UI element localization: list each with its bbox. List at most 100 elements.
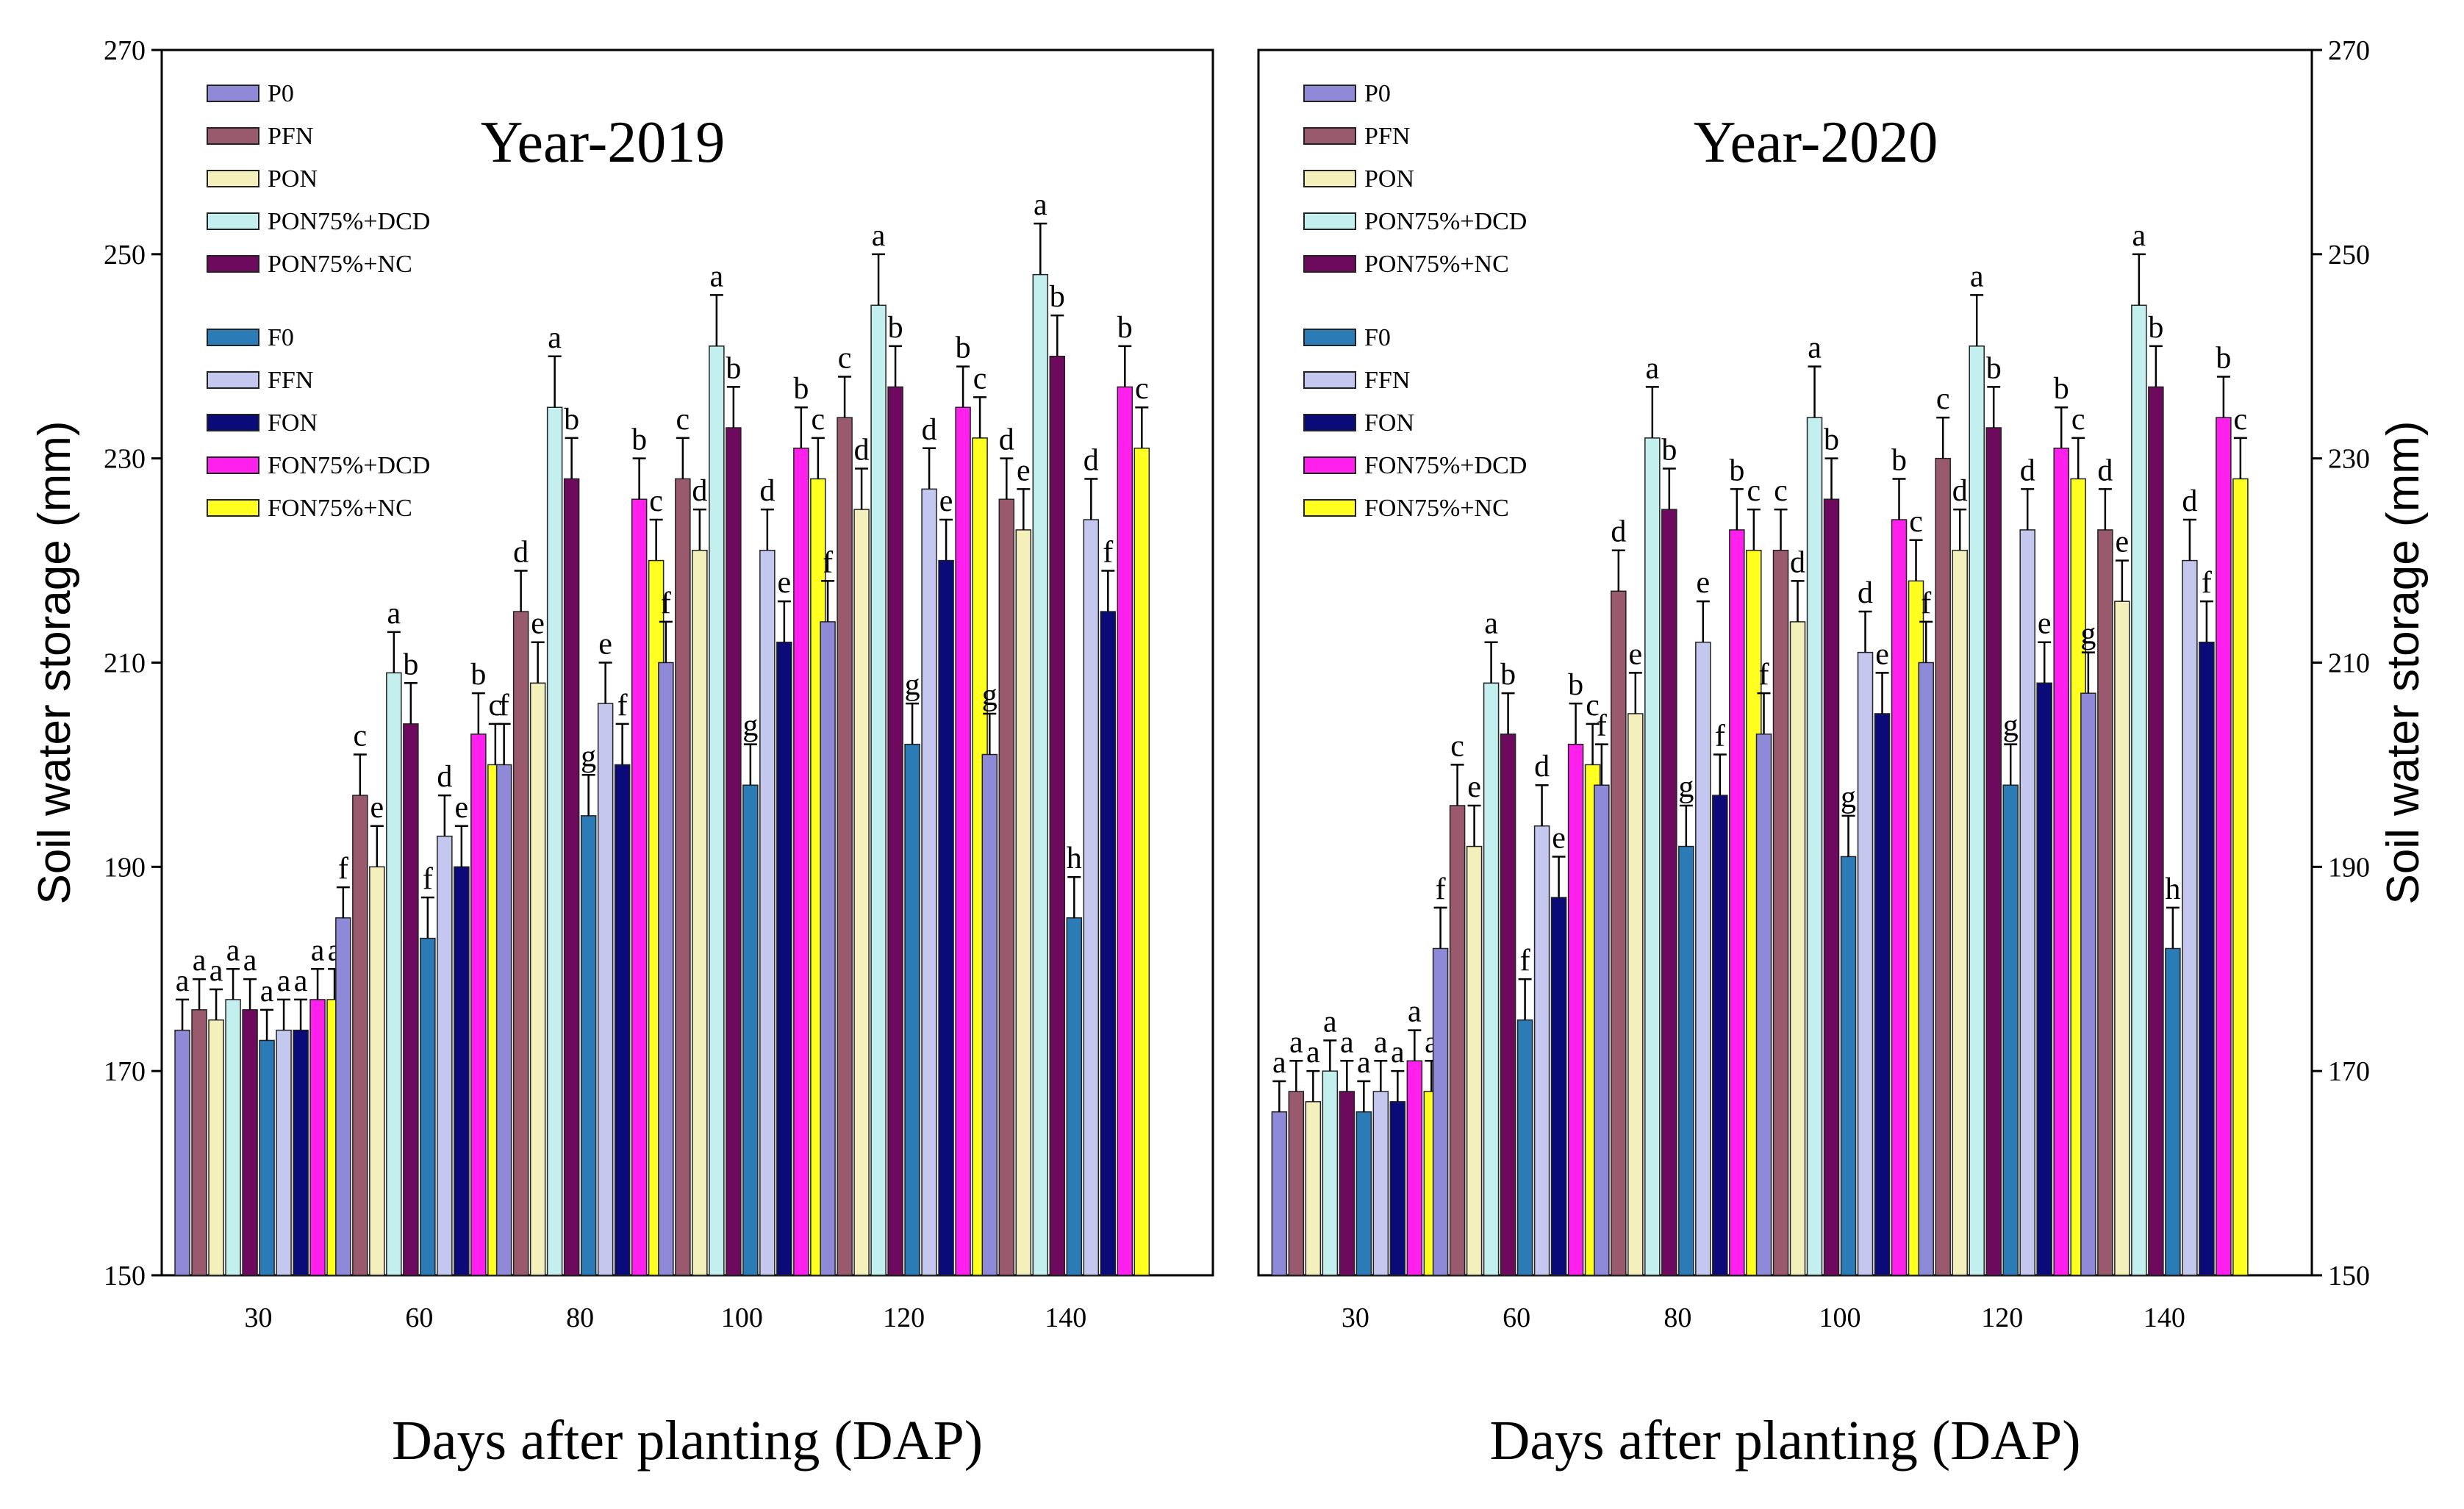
bar-p0-80 xyxy=(1594,784,1610,1276)
bar-pfn-30 xyxy=(1288,1091,1305,1276)
bar-pon-100 xyxy=(1789,621,1806,1276)
significance-letter: f xyxy=(661,587,671,620)
significance-letter: e xyxy=(778,566,792,600)
significance-letter: h xyxy=(1067,842,1082,875)
legend-entry: P0 xyxy=(268,80,294,107)
bar-f0-100 xyxy=(742,784,759,1276)
y-tick-label: 190 xyxy=(104,852,146,883)
y-tick-label: 270 xyxy=(104,35,146,66)
bar-pon75-nc-120 xyxy=(1985,427,2002,1276)
legend-swatch xyxy=(1303,456,1356,474)
bar-pon75-dcd-120 xyxy=(1969,345,1985,1276)
significance-letter: a xyxy=(193,944,207,978)
bar-ffn-30 xyxy=(1372,1091,1389,1276)
significance-letter: f xyxy=(1921,587,1931,620)
legend-entry: PON xyxy=(1364,165,1414,193)
bar-fon-30 xyxy=(1389,1101,1406,1276)
significance-letter: d xyxy=(922,413,937,447)
bar-pfn-100 xyxy=(1772,549,1789,1276)
bar-pon75-dcd-100 xyxy=(1806,417,1823,1276)
bar-f0-120 xyxy=(2002,784,2019,1276)
significance-letter: a xyxy=(1289,1025,1303,1059)
significance-letter: d xyxy=(999,423,1014,457)
bar-pon-100 xyxy=(692,549,708,1276)
x-axis-label: Days after planting (DAP) xyxy=(392,1410,983,1472)
significance-letter: a xyxy=(1970,259,1984,293)
significance-letter: g xyxy=(1678,770,1694,804)
significance-letter: d xyxy=(759,474,775,508)
bar-pon75-dcd-140 xyxy=(2131,304,2147,1276)
y-tick-label: 170 xyxy=(104,1056,146,1087)
bar-f0-30 xyxy=(259,1039,275,1276)
y-tick-label: 210 xyxy=(2328,648,2370,679)
x-tick-label: 100 xyxy=(721,1302,763,1333)
legend-swatch xyxy=(207,329,259,346)
bar-f0-140 xyxy=(2165,947,2181,1276)
significance-letter: b xyxy=(2148,311,2163,345)
significance-letter: d xyxy=(513,535,529,569)
bar-ffn-30 xyxy=(276,1029,292,1276)
legend-swatch xyxy=(207,499,259,517)
significance-letter: b xyxy=(1891,443,1907,477)
bar-fon-30 xyxy=(293,1029,309,1276)
bar-pon75-nc-30 xyxy=(242,1009,258,1276)
significance-letter: a xyxy=(260,975,274,1008)
significance-letter: f xyxy=(499,689,509,723)
significance-letter: b xyxy=(1986,351,2002,385)
legend-entry: FON75%+DCD xyxy=(268,452,430,479)
legend-swatch xyxy=(1303,85,1356,102)
significance-letter: g xyxy=(982,678,998,712)
bar-pfn-120 xyxy=(1935,457,1951,1276)
bar-pon-60 xyxy=(369,866,385,1276)
significance-letter: f xyxy=(617,689,628,723)
bar-fon-120 xyxy=(938,559,954,1276)
legend-entry: PON75%+NC xyxy=(1364,251,1509,278)
significance-letter: b xyxy=(1729,454,1744,487)
significance-letter: f xyxy=(1520,944,1530,978)
bar-f0-80 xyxy=(1678,845,1694,1276)
bar-pon75-nc-30 xyxy=(1339,1091,1355,1276)
bar-fon75-dcd-100 xyxy=(1891,519,1908,1276)
x-tick-label: 120 xyxy=(1981,1302,2023,1333)
significance-letter: c xyxy=(838,342,852,376)
significance-letter: d xyxy=(1084,443,1099,477)
legend-entry: FON75%+NC xyxy=(268,495,412,522)
bar-ffn-100 xyxy=(1857,651,1874,1276)
bar-pon75-nc-100 xyxy=(1823,498,1840,1276)
legend-entry: PFN xyxy=(1364,123,1410,150)
legend-swatch xyxy=(1303,414,1356,431)
significance-letter: a xyxy=(176,964,190,998)
significance-letter: d xyxy=(437,760,452,794)
significance-letter: e xyxy=(455,791,469,825)
bar-p0-140 xyxy=(981,753,998,1276)
significance-letter: g xyxy=(742,709,758,743)
x-tick-label: 120 xyxy=(883,1302,925,1333)
significance-letter: e xyxy=(1552,821,1566,855)
legend-swatch xyxy=(207,85,259,102)
y-tick-label: 170 xyxy=(2328,1056,2370,1087)
bar-pfn-140 xyxy=(998,498,1015,1276)
x-tick-label: 140 xyxy=(2144,1302,2185,1333)
bar-p0-30 xyxy=(174,1029,190,1276)
significance-letter: f xyxy=(1715,720,1725,753)
bar-fon75-dcd-80 xyxy=(1729,529,1745,1276)
significance-letter: c xyxy=(973,362,987,395)
significance-letter: b xyxy=(631,423,647,457)
bar-pon75-nc-120 xyxy=(887,386,903,1276)
significance-letter: f xyxy=(338,852,348,886)
bar-pon-30 xyxy=(208,1019,224,1276)
significance-letter: c xyxy=(489,689,503,723)
significance-letter: c xyxy=(1909,505,1923,539)
bar-f0-140 xyxy=(1066,917,1083,1276)
bar-fon-60 xyxy=(1550,897,1567,1276)
significance-letter: a xyxy=(311,933,325,967)
bar-pon75-nc-140 xyxy=(1049,356,1066,1276)
legend-swatch xyxy=(1303,127,1356,145)
bar-ffn-80 xyxy=(597,703,614,1276)
significance-letter: c xyxy=(676,403,690,437)
panel-title: Year-2020 xyxy=(1694,110,1938,175)
legend-swatch xyxy=(207,456,259,474)
x-tick-label: 80 xyxy=(1663,1302,1691,1333)
x-tick-label: 60 xyxy=(1503,1302,1530,1333)
significance-letter: e xyxy=(939,484,953,518)
